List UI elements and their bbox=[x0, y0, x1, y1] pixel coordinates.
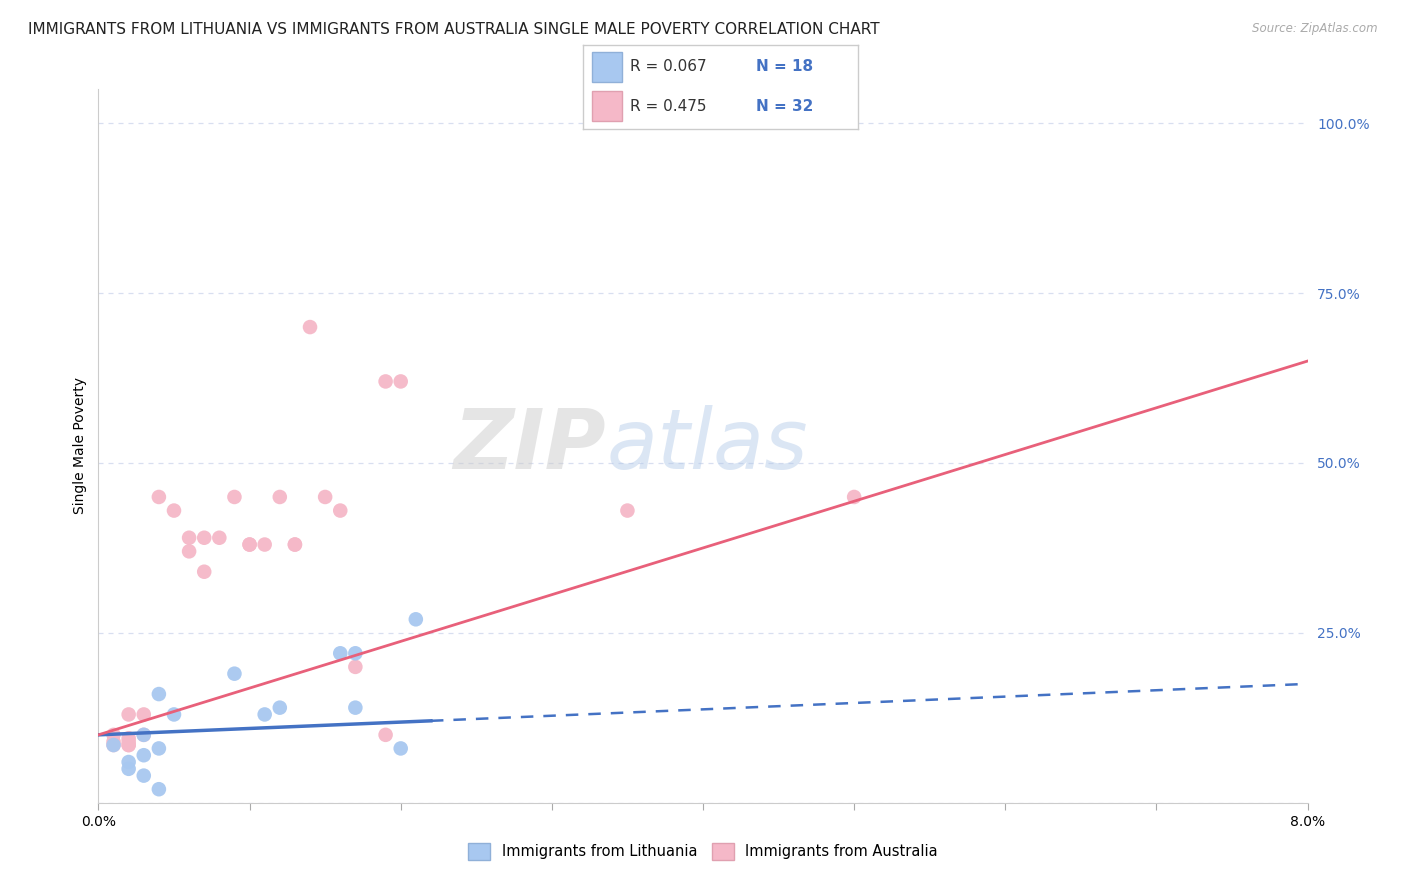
Point bbox=[148, 490, 170, 504]
Point bbox=[389, 375, 412, 389]
Point bbox=[616, 503, 638, 517]
Point bbox=[374, 375, 396, 389]
Point bbox=[389, 741, 412, 756]
Point bbox=[239, 537, 262, 551]
Point bbox=[208, 531, 231, 545]
Point bbox=[103, 738, 125, 752]
Point bbox=[163, 707, 186, 722]
Point bbox=[239, 537, 262, 551]
Point bbox=[148, 687, 170, 701]
Point bbox=[269, 700, 291, 714]
Text: N = 32: N = 32 bbox=[756, 99, 814, 114]
Point bbox=[132, 769, 155, 783]
Point bbox=[314, 490, 336, 504]
Point bbox=[118, 707, 141, 722]
Point bbox=[118, 762, 141, 776]
Point bbox=[224, 666, 246, 681]
Point bbox=[103, 734, 125, 748]
Point bbox=[163, 503, 186, 517]
Point bbox=[224, 490, 246, 504]
Point bbox=[193, 531, 215, 545]
FancyBboxPatch shape bbox=[592, 53, 621, 82]
Text: atlas: atlas bbox=[606, 406, 808, 486]
FancyBboxPatch shape bbox=[592, 91, 621, 120]
Text: ZIP: ZIP bbox=[454, 406, 606, 486]
Point bbox=[118, 738, 141, 752]
Point bbox=[148, 782, 170, 797]
Point bbox=[344, 646, 367, 660]
Point bbox=[344, 660, 367, 674]
Point bbox=[118, 731, 141, 746]
Point bbox=[132, 728, 155, 742]
Legend: Immigrants from Lithuania, Immigrants from Australia: Immigrants from Lithuania, Immigrants fr… bbox=[461, 836, 945, 867]
Text: R = 0.475: R = 0.475 bbox=[630, 99, 707, 114]
Text: IMMIGRANTS FROM LITHUANIA VS IMMIGRANTS FROM AUSTRALIA SINGLE MALE POVERTY CORRE: IMMIGRANTS FROM LITHUANIA VS IMMIGRANTS … bbox=[28, 22, 880, 37]
Point bbox=[118, 755, 141, 769]
Point bbox=[284, 537, 307, 551]
Point bbox=[269, 490, 291, 504]
Point bbox=[118, 738, 141, 752]
Point bbox=[132, 728, 155, 742]
Point bbox=[193, 565, 215, 579]
Text: R = 0.067: R = 0.067 bbox=[630, 59, 707, 74]
Point bbox=[103, 728, 125, 742]
Point bbox=[103, 738, 125, 752]
Text: N = 18: N = 18 bbox=[756, 59, 813, 74]
Point bbox=[179, 544, 201, 558]
Point bbox=[179, 531, 201, 545]
Point bbox=[329, 646, 352, 660]
Point bbox=[253, 537, 276, 551]
Point bbox=[284, 537, 307, 551]
Point bbox=[253, 707, 276, 722]
Point bbox=[132, 748, 155, 763]
Point bbox=[844, 490, 866, 504]
Point bbox=[118, 734, 141, 748]
Text: Source: ZipAtlas.com: Source: ZipAtlas.com bbox=[1253, 22, 1378, 36]
Point bbox=[405, 612, 427, 626]
Point bbox=[329, 503, 352, 517]
Point bbox=[132, 707, 155, 722]
Y-axis label: Single Male Poverty: Single Male Poverty bbox=[73, 377, 87, 515]
Point bbox=[344, 700, 367, 714]
Point bbox=[374, 728, 396, 742]
Point bbox=[148, 741, 170, 756]
Point bbox=[299, 320, 322, 334]
